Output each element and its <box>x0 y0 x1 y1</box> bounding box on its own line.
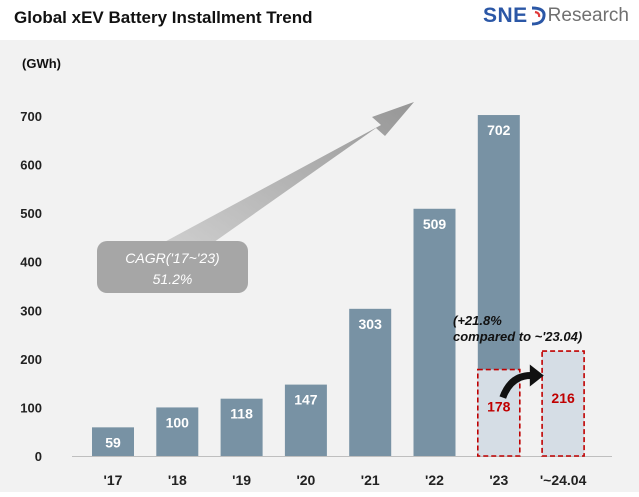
x-tick-label: '20 <box>296 472 315 488</box>
comparison-arrow-icon <box>499 372 532 399</box>
x-tick-label: '17 <box>104 472 123 488</box>
comparison-note-line2: compared to ~'23.04) <box>453 329 582 344</box>
bar <box>349 308 392 456</box>
x-tick-label: '21 <box>361 472 380 488</box>
logo-sne-text: SNE <box>482 4 528 27</box>
y-tick-label: 400 <box>20 255 42 270</box>
bar-value-label: 216 <box>551 390 575 406</box>
bar <box>413 208 456 456</box>
bar-chart: (GWh) 0 100 200 300 400 500 600 700 CAGR('17~'23)… <box>20 56 612 488</box>
comparison-arrowhead-icon <box>529 364 544 387</box>
bar <box>541 350 585 457</box>
bar-value-label: 509 <box>423 216 447 232</box>
cagr-value: 51.2% <box>153 271 193 287</box>
bar <box>220 398 263 456</box>
bar-value-label: 147 <box>294 392 318 408</box>
y-axis-unit-label: (GWh) <box>22 56 61 71</box>
x-tick-label: '~24.04 <box>540 472 587 488</box>
x-tick-label: '19 <box>232 472 251 488</box>
bar <box>92 427 134 456</box>
chart-title: Global xEV Battery Installment Trend <box>14 8 313 27</box>
y-tick-label: 200 <box>20 352 42 367</box>
y-tick-label: 300 <box>20 303 42 318</box>
logo-swoosh-icon <box>529 5 547 27</box>
sne-research-logo: SNE Research <box>483 4 629 28</box>
bar <box>284 384 327 456</box>
bar-value-label: 59 <box>105 434 121 450</box>
x-tick-label: '22 <box>425 472 444 488</box>
x-tick-label: '23 <box>489 472 508 488</box>
y-tick-label: 100 <box>20 400 42 415</box>
logo-research-text: Research <box>547 5 629 26</box>
y-tick-label: 600 <box>20 158 42 173</box>
cagr-box <box>97 241 248 293</box>
bar-value-label: 702 <box>487 122 511 138</box>
bar-value-label: 100 <box>166 414 190 430</box>
comparison-note-line1: (+21.8% <box>453 313 502 328</box>
partial-value-label: 178 <box>487 399 511 415</box>
bar-value-label: 118 <box>230 406 253 422</box>
cagr-label: CAGR('17~'23) <box>125 250 219 266</box>
y-tick-label: 700 <box>20 109 42 124</box>
x-tick-label: '18 <box>168 472 187 488</box>
plot-area: (GWh) 0 100 200 300 400 500 600 700 CAGR('17~'23)… <box>0 40 639 492</box>
y-tick-label: 500 <box>20 206 42 221</box>
bar <box>156 407 199 456</box>
bar-value-label: 303 <box>359 316 383 332</box>
y-tick-label: 0 <box>35 449 42 464</box>
